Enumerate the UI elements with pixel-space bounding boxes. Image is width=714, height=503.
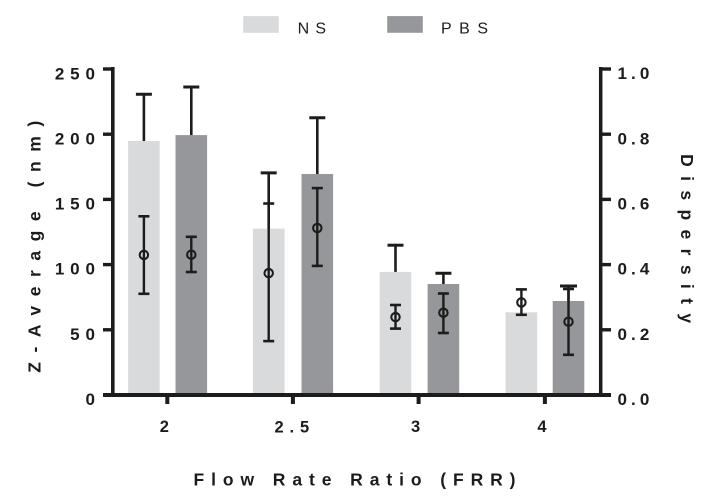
svg-text:0.8: 0.8 — [618, 129, 654, 148]
svg-text:0.2: 0.2 — [618, 325, 654, 344]
svg-text:250: 250 — [55, 65, 101, 84]
svg-text:4: 4 — [537, 418, 552, 436]
svg-text:Dispersity: Dispersity — [677, 154, 697, 323]
svg-text:0.0: 0.0 — [618, 390, 654, 409]
svg-text:PBS: PBS — [441, 21, 496, 38]
svg-text:100: 100 — [55, 260, 101, 279]
svg-text:150: 150 — [55, 195, 101, 214]
svg-text:0.4: 0.4 — [618, 260, 654, 279]
svg-text:3: 3 — [411, 418, 426, 436]
svg-text:2.5: 2.5 — [274, 418, 315, 436]
svg-text:200: 200 — [55, 129, 101, 148]
svg-text:0: 0 — [86, 390, 101, 409]
svg-text:1.0: 1.0 — [618, 64, 654, 83]
svg-text:NS: NS — [298, 21, 333, 38]
svg-text:2: 2 — [160, 418, 175, 436]
svg-text:0.6: 0.6 — [618, 195, 654, 214]
svg-text:50: 50 — [70, 325, 101, 344]
